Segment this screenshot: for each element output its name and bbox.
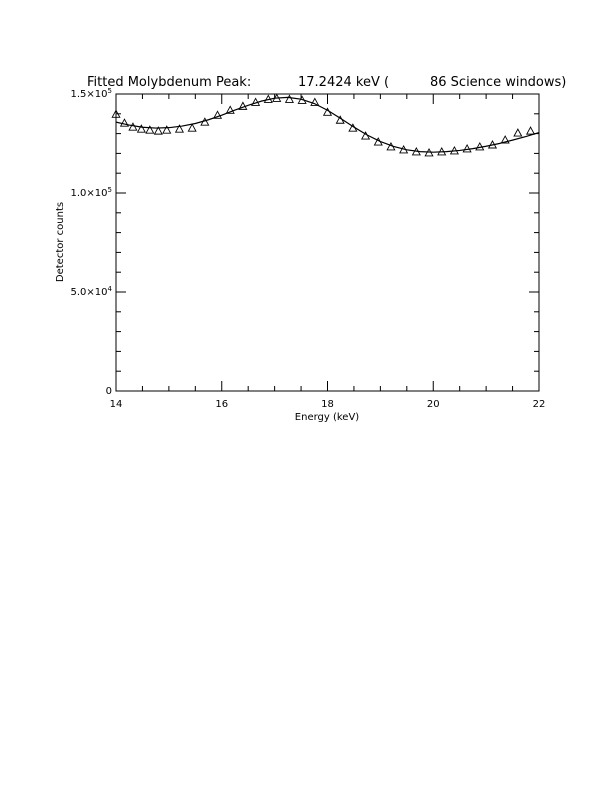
x-tick-label: 18 [321, 399, 334, 410]
data-point [136, 124, 146, 133]
data-point [174, 124, 185, 133]
data-point [449, 145, 459, 155]
y-tick-label: 1.0×105 [71, 186, 112, 199]
data-point [119, 118, 130, 127]
data-point [238, 101, 248, 110]
x-axis-ticks [115, 94, 540, 391]
data-point [437, 146, 447, 156]
data-point [200, 117, 210, 126]
data-point [513, 128, 523, 137]
data-point [424, 147, 434, 157]
data-point [475, 142, 485, 151]
data-point [310, 97, 320, 106]
data-point [297, 95, 307, 104]
data-point [162, 125, 172, 134]
y-axis-ticks [116, 93, 539, 392]
data-point [272, 93, 282, 102]
data-point [462, 144, 472, 153]
data-point [284, 94, 294, 103]
data-point [212, 110, 223, 119]
data-point [322, 107, 333, 116]
data-point [373, 137, 383, 146]
data-point [153, 126, 163, 135]
fit-curve-group [115, 96, 540, 153]
data-point [487, 140, 498, 149]
data-point [399, 144, 409, 154]
y-axis-label: Detector counts [55, 202, 66, 282]
x-tick-label: 14 [110, 399, 123, 410]
data-point [145, 125, 155, 134]
fit-curve [115, 96, 540, 153]
y-axis-tick-labels: 0 5.0×104 1.0×105 1.5×105 [71, 87, 113, 397]
x-axis-tick-labels: 14 16 18 20 22 [110, 399, 546, 410]
y-tick-label: 5.0×104 [71, 285, 113, 298]
chart-title: Fitted Molybdenum Peak: 17.2424 keV ( 86… [87, 75, 566, 90]
plot-frame [115, 93, 540, 392]
x-axis-label: Energy (keV) [295, 412, 360, 423]
x-tick-label: 16 [215, 399, 228, 410]
y-tick-label: 1.5×105 [71, 87, 112, 100]
chart-title-part-3: 86 Science windows) [430, 75, 566, 90]
data-points [111, 93, 536, 157]
data-point [263, 94, 273, 103]
data-point [187, 123, 197, 132]
x-tick-label: 20 [427, 399, 440, 410]
data-point [525, 126, 536, 135]
data-point [335, 115, 345, 124]
data-point [225, 105, 235, 114]
data-point [386, 142, 396, 151]
data-point [411, 146, 421, 156]
data-point [500, 135, 510, 144]
y-tick-label: 0 [106, 386, 112, 397]
data-point [251, 97, 261, 106]
chart-title-part-2: 17.2424 keV ( [298, 75, 389, 90]
data-point [128, 122, 138, 131]
x-tick-label: 22 [533, 399, 546, 410]
data-point [348, 123, 358, 132]
data-point [111, 109, 121, 118]
data-point [361, 131, 371, 140]
chart-title-part-1: Fitted Molybdenum Peak: [87, 75, 251, 90]
